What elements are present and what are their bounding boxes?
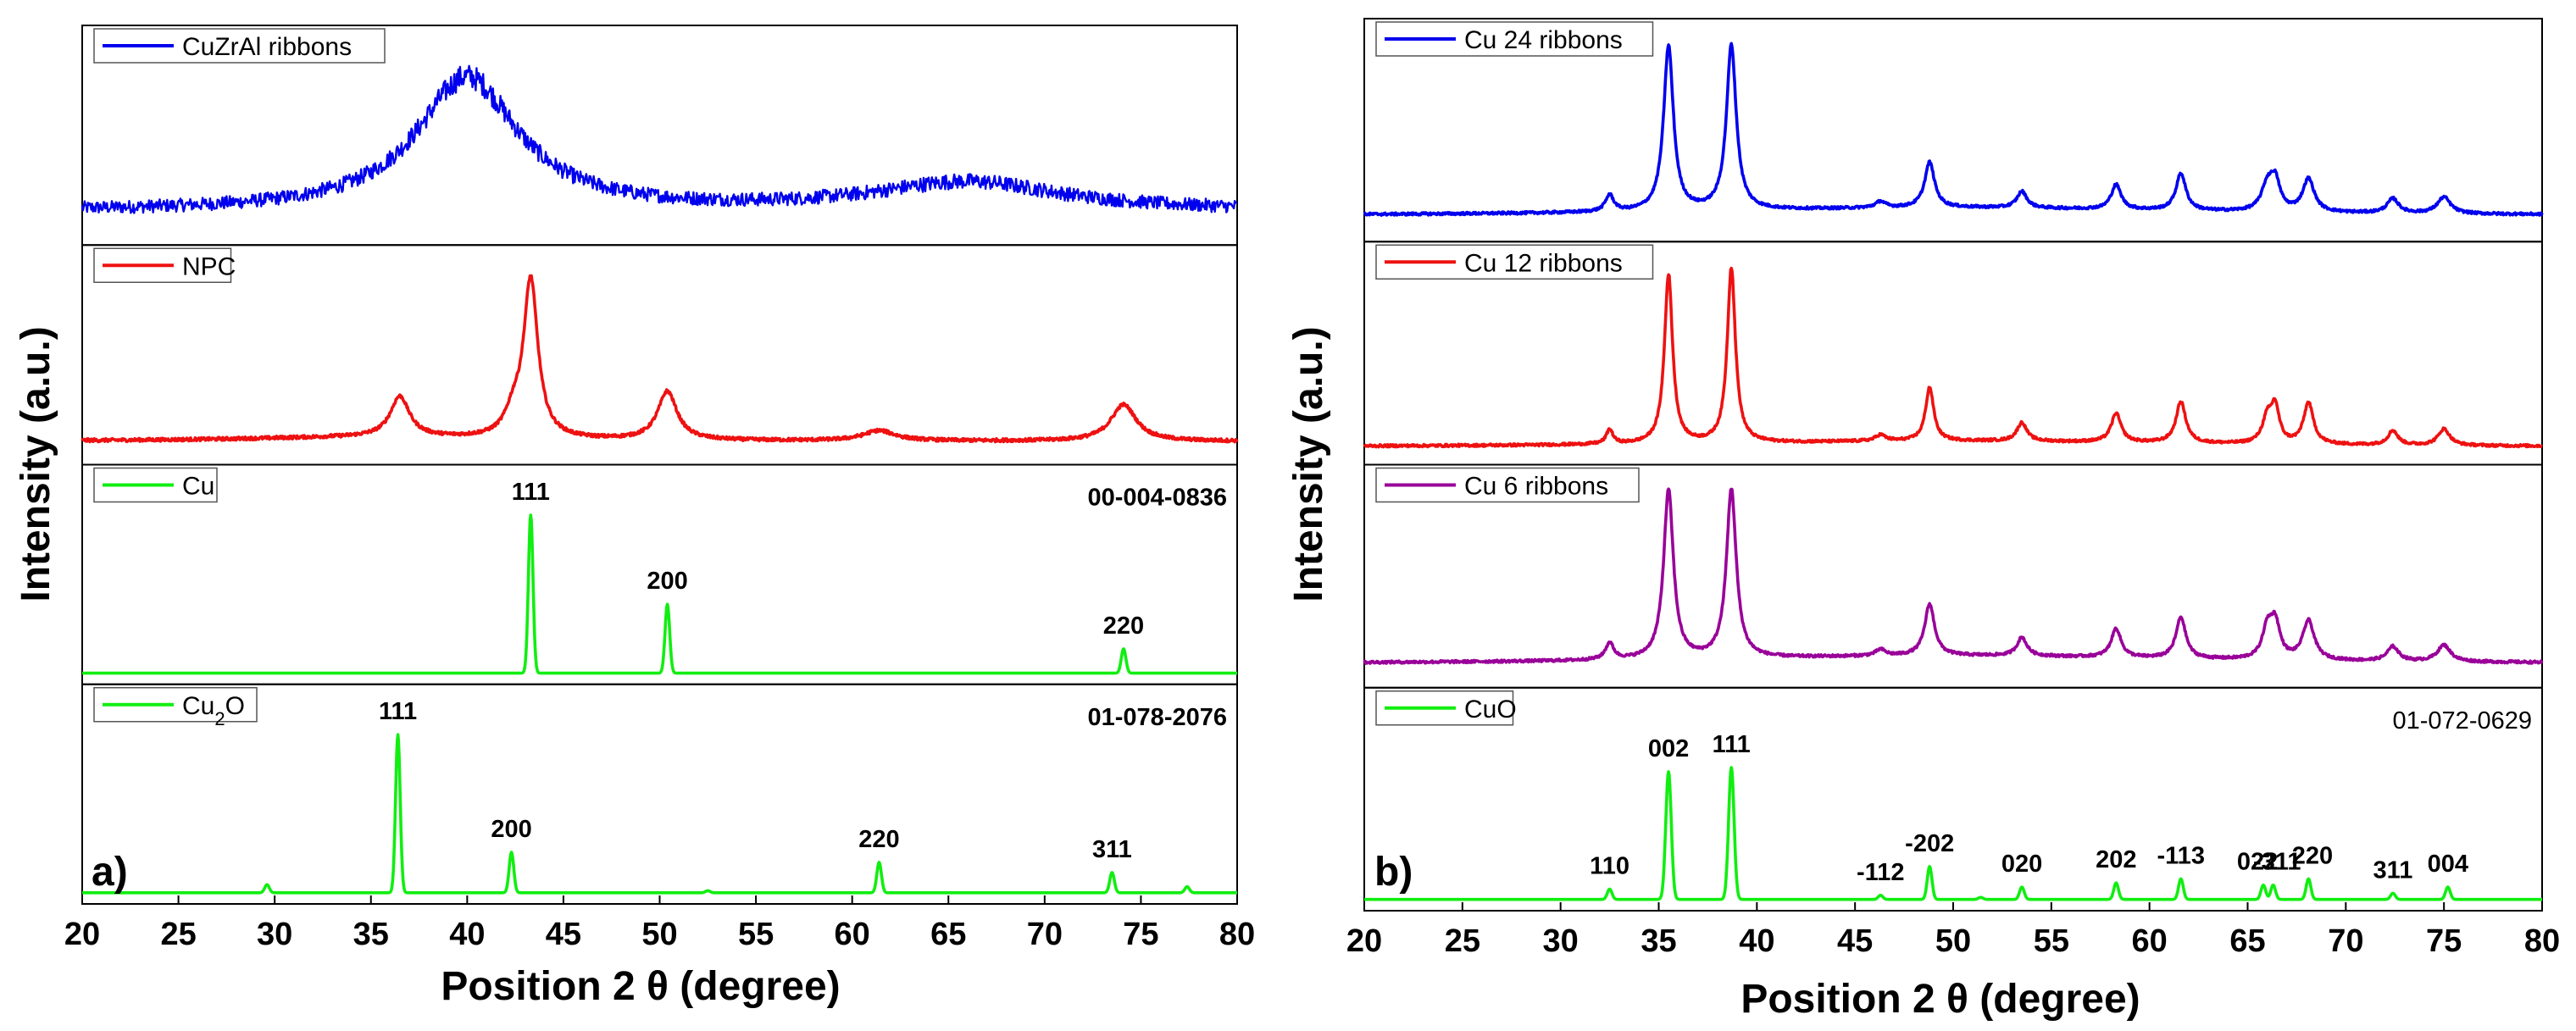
x-tick-label: 50	[1935, 923, 1971, 959]
hkl-label: 111	[512, 479, 550, 506]
legend-label: CuZrAl ribbons	[182, 33, 352, 61]
x-tick-label: 25	[160, 917, 196, 952]
hkl-label: -113	[2157, 842, 2205, 869]
hkl-label: -202	[1905, 830, 1954, 857]
x-tick-label: 35	[353, 917, 389, 952]
x-tick-label: 55	[2034, 923, 2069, 959]
x-axis-label: Position 2 θ (degree)	[1740, 977, 2140, 1022]
series-line-3	[1363, 487, 2544, 665]
hkl-label: 020	[2001, 851, 2042, 878]
y-axis-label: Intensity (a.u.)	[1286, 326, 1331, 601]
x-tick-label: 40	[449, 917, 485, 952]
hkl-label: 311	[1092, 836, 1132, 863]
reference-code: 01-078-2076	[1088, 704, 1227, 731]
legend-label: NPC	[182, 252, 236, 280]
x-tick-label: 45	[546, 917, 581, 952]
x-axis: 20 25 30 35 40 45 50 55 60 65 70 75 80	[1346, 902, 2560, 959]
x-tick-label: 30	[257, 917, 292, 952]
x-tick-label: 75	[2426, 923, 2462, 959]
hkl-label: 220	[2292, 842, 2333, 869]
hkl-label: 110	[1590, 853, 1629, 880]
series-line-3	[81, 513, 1238, 675]
hkl-label: 022	[2237, 849, 2278, 876]
x-tick-label: 25	[1445, 923, 1480, 959]
x-axis-label: Position 2 θ (degree)	[441, 964, 840, 1009]
panel-label: b)	[1374, 850, 1413, 895]
subplot-cu: Cu 00-004-0836 111 200 220	[81, 463, 1238, 685]
legend-label: Cu	[182, 473, 214, 501]
series-line-1	[1363, 42, 2544, 217]
subplot-npc: NPC	[80, 244, 1239, 466]
x-tick-label: 50	[641, 917, 677, 952]
series-line-4	[1363, 766, 2543, 901]
x-axis: 20 25 30 35 40 45 50 55 60 65 70 75 80	[64, 895, 1255, 952]
x-tick-label: 70	[1027, 917, 1063, 952]
legend-label: CuO	[1464, 696, 1517, 723]
subplot-cuzral-ribbons: CuZrAl ribbons	[80, 25, 1238, 247]
reference-code: 01-072-0629	[2393, 707, 2532, 734]
reference-code: 00-004-0836	[1088, 485, 1227, 512]
series-line-2	[80, 274, 1239, 444]
x-tick-label: 70	[2328, 923, 2363, 959]
subplot-cu-6-ribbons: Cu 6 ribbons	[1363, 463, 2544, 689]
x-tick-label: 65	[2229, 923, 2265, 959]
x-tick-label: 20	[64, 917, 100, 952]
x-tick-label: 20	[1346, 923, 1382, 959]
hkl-label: 220	[858, 826, 899, 853]
hkl-label: 220	[1103, 613, 1144, 640]
x-tick-label: 55	[738, 917, 774, 952]
legend-label: Cu 6 ribbons	[1464, 473, 1608, 501]
x-tick-label: 60	[2132, 923, 2168, 959]
subplot-cuo: CuO 01-072-0629 110 002 111 -112-202 020 202 -11…	[1363, 686, 2543, 912]
subplot-cu-12-ribbons: Cu 12 ribbons	[1363, 241, 2543, 466]
subplot-frame	[81, 244, 1238, 466]
x-tick-label: 80	[2524, 923, 2560, 959]
hkl-label: 200	[647, 568, 687, 595]
y-axis-label: Intensity (a.u.)	[14, 326, 58, 601]
hkl-label: 111	[1713, 731, 1751, 758]
legend-label: Cu 12 ribbons	[1464, 249, 1623, 277]
hkl-label: -311	[2253, 849, 2301, 876]
subplot-frame	[1363, 686, 2543, 912]
hkl-label: -112	[1857, 859, 1904, 886]
series-line-2	[1363, 266, 2543, 449]
subplot-cu-24-ribbons: Cu 24 ribbons	[1363, 18, 2544, 243]
hkl-label: 200	[491, 816, 531, 843]
hkl-label: 111	[379, 698, 417, 725]
subplot-cu2o: Cu2O 01-078-2076 111 200 220 311	[81, 683, 1238, 905]
hkl-label: 202	[2096, 846, 2136, 873]
legend-label: Cu2O	[182, 692, 245, 729]
x-tick-label: 30	[1543, 923, 1579, 959]
panel-b: Cu 24 ribbons Cu 12 ribbons Cu 6 ribbons Cu…	[1286, 18, 2560, 1022]
panel-label: a)	[92, 850, 128, 895]
x-tick-label: 45	[1837, 923, 1873, 959]
legend-label: Cu 24 ribbons	[1464, 26, 1623, 54]
hkl-label: 311	[2373, 856, 2413, 884]
x-tick-label: 80	[1219, 917, 1255, 952]
x-tick-label: 35	[1641, 923, 1676, 959]
x-tick-label: 75	[1123, 917, 1158, 952]
x-tick-label: 40	[1739, 923, 1774, 959]
hkl-label: 002	[1648, 735, 1689, 762]
legend-box	[1375, 21, 1654, 57]
x-tick-label: 60	[835, 917, 870, 952]
series-line-4	[81, 733, 1238, 895]
x-tick-label: 65	[930, 917, 966, 952]
hkl-label: 004	[2428, 851, 2468, 878]
series-line-1	[80, 64, 1238, 214]
